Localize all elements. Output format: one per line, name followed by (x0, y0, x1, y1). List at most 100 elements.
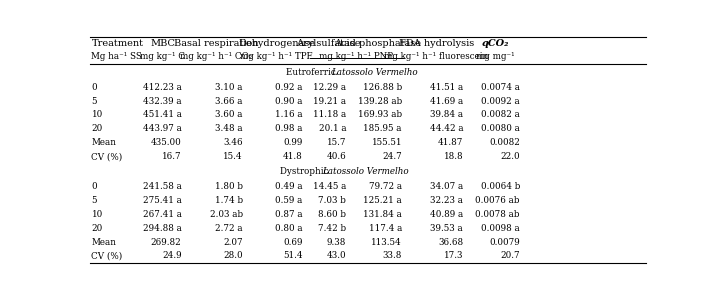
Text: 0.90 a: 0.90 a (276, 97, 303, 106)
Text: 0.0082 a: 0.0082 a (481, 110, 520, 119)
Text: 0: 0 (91, 82, 97, 92)
Text: 10: 10 (91, 110, 103, 119)
Text: 113.54: 113.54 (371, 237, 402, 247)
Text: 15.7: 15.7 (327, 138, 346, 147)
Text: 0.0078 ab: 0.0078 ab (475, 210, 520, 219)
Text: mg kg⁻¹ h⁻¹ TPF: mg kg⁻¹ h⁻¹ TPF (241, 52, 313, 61)
Text: 1.16 a: 1.16 a (275, 110, 303, 119)
Text: 43.0: 43.0 (327, 251, 346, 260)
Text: 3.66 a: 3.66 a (215, 97, 243, 106)
Text: 20: 20 (91, 224, 103, 233)
Text: 443.97 a: 443.97 a (143, 124, 182, 133)
Text: 0.69: 0.69 (284, 237, 303, 247)
Text: 2.07: 2.07 (223, 237, 243, 247)
Text: 0.92 a: 0.92 a (276, 82, 303, 92)
Text: 3.10 a: 3.10 a (215, 82, 243, 92)
Text: 24.7: 24.7 (382, 152, 402, 161)
Text: Latossolo Vermelho: Latossolo Vermelho (331, 68, 418, 77)
Text: 0.99: 0.99 (284, 138, 303, 147)
Text: 24.9: 24.9 (162, 251, 182, 260)
Text: qCO₂: qCO₂ (482, 39, 509, 48)
Text: 17.3: 17.3 (444, 251, 463, 260)
Text: 8.60 b: 8.60 b (318, 210, 346, 219)
Text: 39.84 a: 39.84 a (430, 110, 463, 119)
Text: 294.88 a: 294.88 a (143, 224, 182, 233)
Text: 10: 10 (91, 210, 103, 219)
Text: Treatment: Treatment (91, 39, 144, 48)
Text: 16.7: 16.7 (162, 152, 182, 161)
Text: 11.18 a: 11.18 a (313, 110, 346, 119)
Text: Dehydrogenase: Dehydrogenase (238, 39, 315, 48)
Text: 0.0079: 0.0079 (489, 237, 520, 247)
Text: 41.51 a: 41.51 a (430, 82, 463, 92)
Text: 0.59 a: 0.59 a (276, 196, 303, 205)
Text: CV (%): CV (%) (91, 251, 123, 260)
Text: 169.93 ab: 169.93 ab (358, 110, 402, 119)
Text: 451.41 a: 451.41 a (143, 110, 182, 119)
Text: 0.0074 a: 0.0074 a (481, 82, 520, 92)
Text: 15.4: 15.4 (223, 152, 243, 161)
Text: 40.6: 40.6 (327, 152, 346, 161)
Text: MBC: MBC (150, 39, 175, 48)
Text: 0: 0 (91, 182, 97, 191)
Text: 32.23 a: 32.23 a (430, 196, 463, 205)
Text: 0.87 a: 0.87 a (275, 210, 303, 219)
Text: Eutroferric: Eutroferric (286, 68, 339, 77)
Text: 20.7: 20.7 (500, 251, 520, 260)
Text: 19.21 a: 19.21 a (313, 97, 346, 106)
Text: 5: 5 (91, 97, 97, 106)
Text: 126.88 b: 126.88 b (363, 82, 402, 92)
Text: 12.29 a: 12.29 a (313, 82, 346, 92)
Text: Mean: Mean (91, 138, 116, 147)
Text: 44.42 a: 44.42 a (429, 124, 463, 133)
Text: 51.4: 51.4 (283, 251, 303, 260)
Text: Latossolo Vermelho: Latossolo Vermelho (322, 167, 409, 176)
Text: 41.69 a: 41.69 a (430, 97, 463, 106)
Text: 20.1 a: 20.1 a (319, 124, 346, 133)
Text: mg kg⁻¹ C: mg kg⁻¹ C (140, 52, 185, 61)
Text: 40.89 a: 40.89 a (430, 210, 463, 219)
Text: 41.8: 41.8 (283, 152, 303, 161)
Text: 185.95 a: 185.95 a (363, 124, 402, 133)
Text: 33.8: 33.8 (383, 251, 402, 260)
Text: Mean: Mean (91, 237, 116, 247)
Text: mg kg⁻¹ h⁻¹ PNP: mg kg⁻¹ h⁻¹ PNP (320, 52, 393, 61)
Text: Arylsulfatase: Arylsulfatase (297, 39, 360, 48)
Text: 412.23 a: 412.23 a (143, 82, 182, 92)
Text: 125.21 a: 125.21 a (363, 196, 402, 205)
Text: mg mg⁻¹: mg mg⁻¹ (476, 52, 515, 61)
Text: 7.03 b: 7.03 b (318, 196, 346, 205)
Text: CV (%): CV (%) (91, 152, 123, 161)
Text: 117.4 a: 117.4 a (368, 224, 402, 233)
Text: 3.60 a: 3.60 a (215, 110, 243, 119)
Text: FDA hydrolysis: FDA hydrolysis (398, 39, 474, 48)
Text: Mg ha⁻¹ SS: Mg ha⁻¹ SS (91, 52, 142, 61)
Text: 0.0098 a: 0.0098 a (481, 224, 520, 233)
Text: 18.8: 18.8 (444, 152, 463, 161)
Text: 0.0080 a: 0.0080 a (481, 124, 520, 133)
Text: 7.42 b: 7.42 b (318, 224, 346, 233)
Text: 0.0076 ab: 0.0076 ab (475, 196, 520, 205)
Text: 0.0082: 0.0082 (489, 138, 520, 147)
Text: 36.68: 36.68 (438, 237, 463, 247)
Text: 3.48 a: 3.48 a (215, 124, 243, 133)
Text: 41.87: 41.87 (438, 138, 463, 147)
Text: 5: 5 (91, 196, 97, 205)
Text: 269.82: 269.82 (151, 237, 182, 247)
Text: 0.49 a: 0.49 a (275, 182, 303, 191)
Text: 432.39 a: 432.39 a (143, 97, 182, 106)
Text: 2.72 a: 2.72 a (215, 224, 243, 233)
Text: 0.0064 b: 0.0064 b (480, 182, 520, 191)
Text: Acid phosphatase: Acid phosphatase (335, 39, 421, 48)
Text: Dystrophic: Dystrophic (280, 167, 331, 176)
Text: Basal respiration: Basal respiration (174, 39, 258, 48)
Text: 22.0: 22.0 (500, 152, 520, 161)
Text: 435.00: 435.00 (151, 138, 182, 147)
Text: 155.51: 155.51 (371, 138, 402, 147)
Text: 0.80 a: 0.80 a (275, 224, 303, 233)
Text: 0.98 a: 0.98 a (276, 124, 303, 133)
Text: 9.38: 9.38 (327, 237, 346, 247)
Text: 3.46: 3.46 (223, 138, 243, 147)
Text: 275.41 a: 275.41 a (143, 196, 182, 205)
Text: 39.53 a: 39.53 a (430, 224, 463, 233)
